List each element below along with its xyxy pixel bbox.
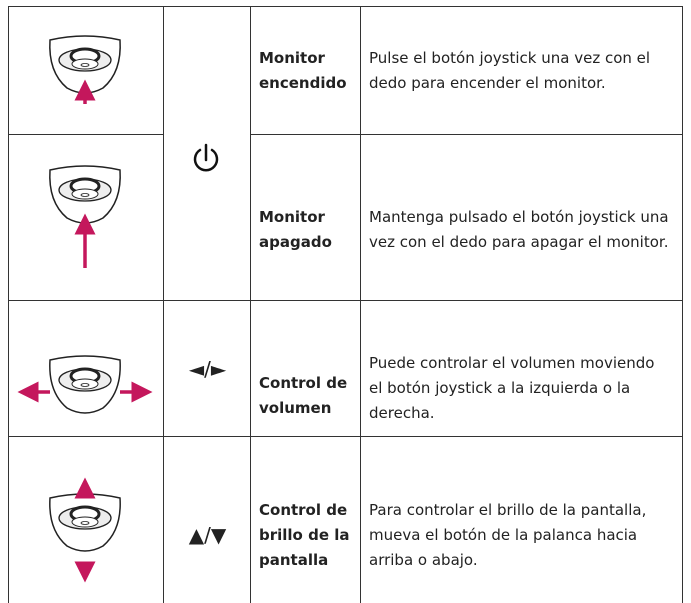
function-description: Pulse el botón joystick una vez con el d… (369, 48, 651, 92)
function-name: Monitor encendido (259, 48, 347, 92)
rule (8, 134, 163, 135)
rule (8, 300, 683, 301)
function-description: Mantenga pulsado el botón joystick una v… (369, 208, 669, 251)
rule (8, 6, 683, 7)
rule (250, 6, 251, 603)
function-name: Control de volumen (259, 374, 348, 417)
power-icon (193, 143, 219, 172)
rule (163, 6, 164, 603)
rule (8, 6, 9, 603)
function-name: Control de brillo de la pantalla (259, 500, 350, 569)
function-name: Monitor apagado (259, 208, 332, 251)
rule (682, 6, 683, 603)
rule (250, 134, 683, 135)
function-description: Puede controlar el volumen moviendo el b… (369, 354, 655, 422)
rule (360, 6, 361, 603)
function-symbol: ▲/▼ (188, 523, 227, 547)
rule (8, 436, 683, 437)
function-description: Para controlar el brillo de la pantalla,… (369, 500, 647, 569)
function-symbol: ◄/► (188, 356, 227, 381)
